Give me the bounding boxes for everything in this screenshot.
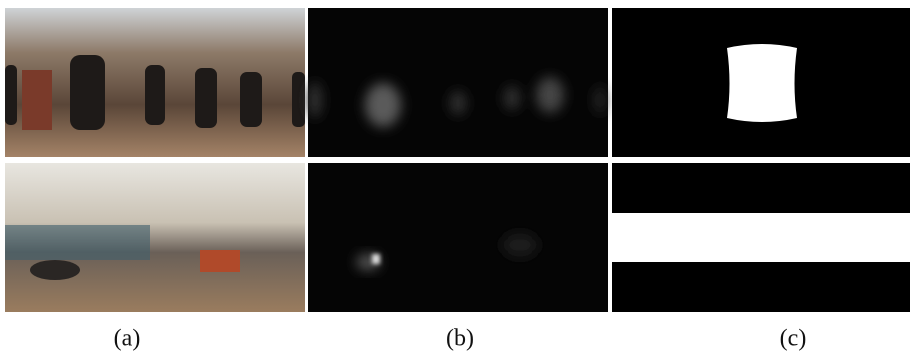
saliency-panels: [308, 8, 608, 312]
screen: [22, 70, 52, 130]
panel-label: (b): [446, 326, 474, 352]
panel-label: (a): [114, 326, 141, 352]
mask-region: [727, 44, 797, 122]
figure: (a) (b) (c): [0, 0, 910, 355]
glass-wall: [5, 225, 150, 260]
photo-panels: [5, 8, 305, 312]
panel-label: (c): [780, 326, 807, 352]
table: [200, 250, 240, 272]
people: [30, 260, 80, 280]
mask-region: [612, 213, 910, 262]
mask-panels: [612, 8, 910, 312]
